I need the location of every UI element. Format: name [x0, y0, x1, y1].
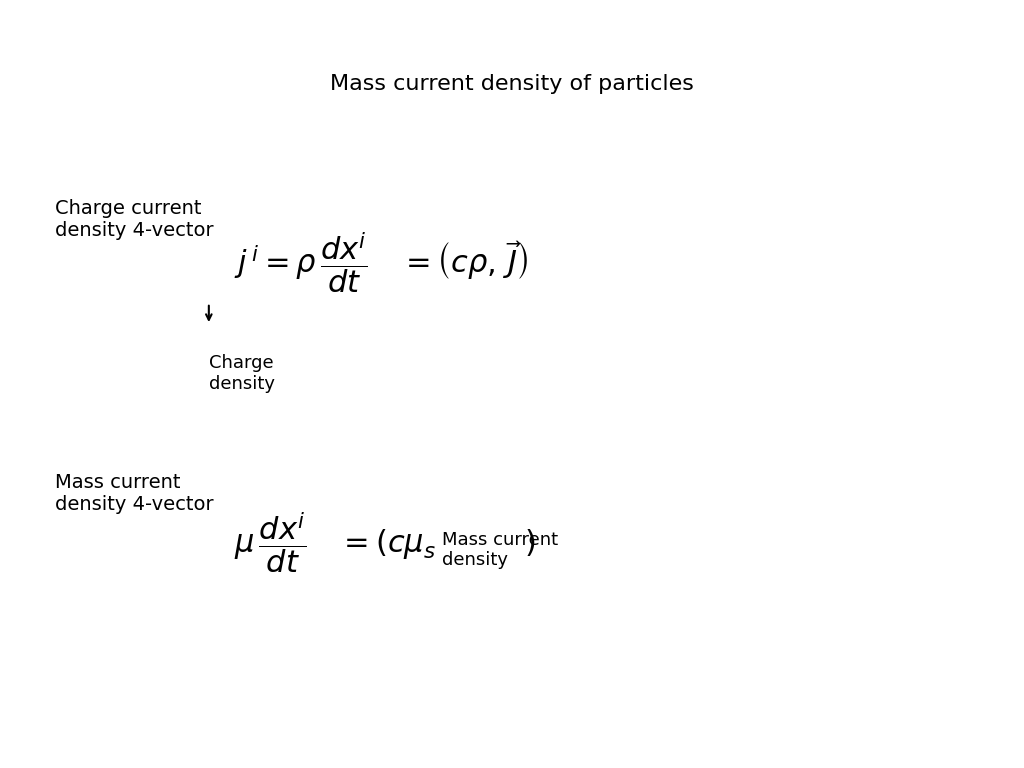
Text: $\mu\,\dfrac{dx^{i}}{dt}\quad = \left(c\mu_s\quad\quad\quad\right)$: $\mu\,\dfrac{dx^{i}}{dt}\quad = \left(c\… [233, 511, 536, 575]
Text: Charge
density: Charge density [209, 355, 274, 393]
Text: $j^{\,i} = \rho\,\dfrac{dx^{i}}{dt}\quad = \left(c\rho,\,\vec{J}\right)$: $j^{\,i} = \rho\,\dfrac{dx^{i}}{dt}\quad… [233, 230, 527, 294]
Text: Mass current density of particles: Mass current density of particles [330, 74, 694, 94]
Text: Mass current
density 4-vector: Mass current density 4-vector [54, 472, 213, 514]
Text: Mass current
density: Mass current density [442, 531, 558, 569]
Text: Charge current
density 4-vector: Charge current density 4-vector [54, 200, 213, 240]
